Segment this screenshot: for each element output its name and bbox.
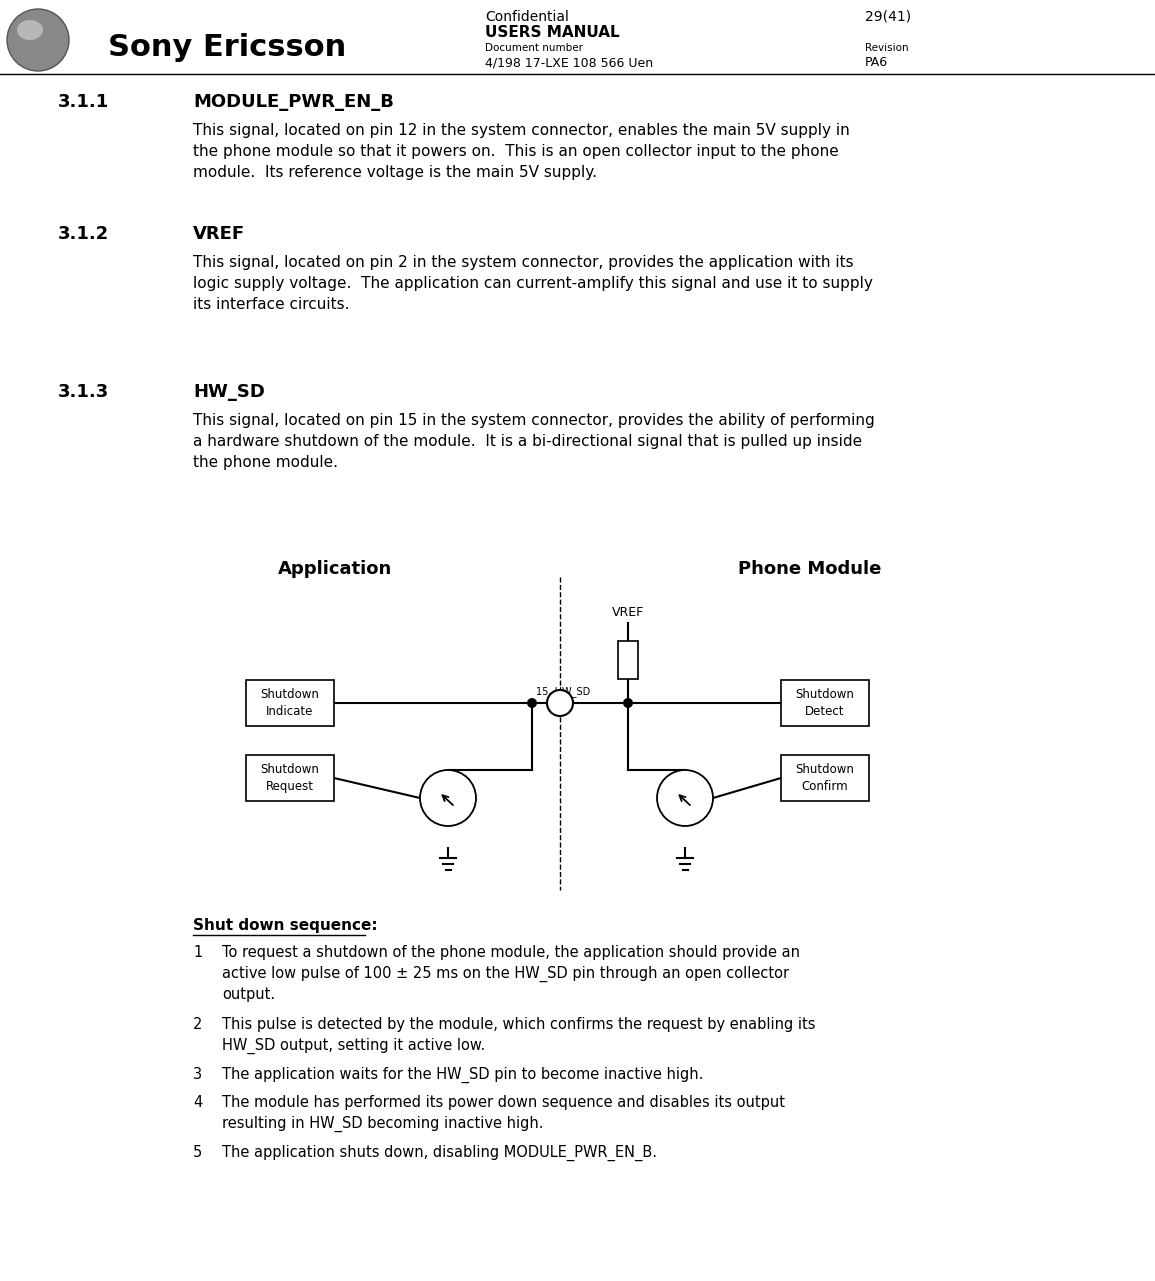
Text: This signal, located on pin 12 in the system connector, enables the main 5V supp: This signal, located on pin 12 in the sy…: [193, 123, 850, 181]
Text: VREF: VREF: [193, 225, 245, 243]
FancyBboxPatch shape: [618, 640, 638, 679]
Text: VREF: VREF: [612, 606, 644, 619]
Text: 5: 5: [193, 1145, 202, 1161]
Text: 3.1.1: 3.1.1: [58, 94, 110, 111]
FancyBboxPatch shape: [781, 755, 869, 801]
Text: Document number: Document number: [485, 44, 583, 53]
Text: Shut down sequence:: Shut down sequence:: [193, 918, 378, 933]
Text: Phone Module: Phone Module: [738, 560, 881, 578]
Text: Shutdown
Confirm: Shutdown Confirm: [796, 763, 855, 793]
Text: To request a shutdown of the phone module, the application should provide an
act: To request a shutdown of the phone modul…: [222, 945, 800, 1002]
Text: The module has performed its power down sequence and disables its output
resulti: The module has performed its power down …: [222, 1095, 785, 1131]
Text: 3.1.2: 3.1.2: [58, 225, 110, 243]
Ellipse shape: [7, 9, 69, 70]
Text: Revision: Revision: [865, 44, 909, 53]
Text: HW_SD: HW_SD: [193, 383, 264, 401]
Text: 15, HW_SD: 15, HW_SD: [536, 687, 590, 697]
Text: Application: Application: [278, 560, 393, 578]
Ellipse shape: [17, 20, 43, 40]
Text: The application waits for the HW_SD pin to become inactive high.: The application waits for the HW_SD pin …: [222, 1067, 703, 1084]
FancyBboxPatch shape: [781, 680, 869, 726]
Text: This signal, located on pin 2 in the system connector, provides the application : This signal, located on pin 2 in the sys…: [193, 255, 873, 313]
Circle shape: [657, 770, 713, 826]
Text: PA6: PA6: [865, 56, 888, 69]
Text: 4: 4: [193, 1095, 202, 1111]
Text: 3.1.3: 3.1.3: [58, 383, 110, 401]
Text: Sony Ericsson: Sony Ericsson: [109, 32, 346, 61]
Circle shape: [527, 698, 537, 708]
FancyBboxPatch shape: [246, 755, 334, 801]
Text: 29(41): 29(41): [865, 10, 911, 24]
Text: This signal, located on pin 15 in the system connector, provides the ability of : This signal, located on pin 15 in the sy…: [193, 412, 874, 470]
Text: 3: 3: [193, 1067, 202, 1082]
Text: 1: 1: [193, 945, 202, 959]
Text: Shutdown
Indicate: Shutdown Indicate: [261, 688, 320, 717]
Text: MODULE_PWR_EN_B: MODULE_PWR_EN_B: [193, 94, 394, 111]
Text: Shutdown
Detect: Shutdown Detect: [796, 688, 855, 717]
Text: USERS MANUAL: USERS MANUAL: [485, 26, 619, 40]
Text: The application shuts down, disabling MODULE_PWR_EN_B.: The application shuts down, disabling MO…: [222, 1145, 657, 1161]
Text: 2: 2: [193, 1017, 202, 1032]
Circle shape: [420, 770, 476, 826]
FancyBboxPatch shape: [246, 680, 334, 726]
Text: This pulse is detected by the module, which confirms the request by enabling its: This pulse is detected by the module, wh…: [222, 1017, 815, 1053]
Text: Confidential: Confidential: [485, 10, 569, 24]
Circle shape: [547, 690, 573, 716]
Text: 4/198 17-LXE 108 566 Uen: 4/198 17-LXE 108 566 Uen: [485, 56, 653, 69]
Text: Shutdown
Request: Shutdown Request: [261, 763, 320, 793]
Circle shape: [623, 698, 633, 708]
